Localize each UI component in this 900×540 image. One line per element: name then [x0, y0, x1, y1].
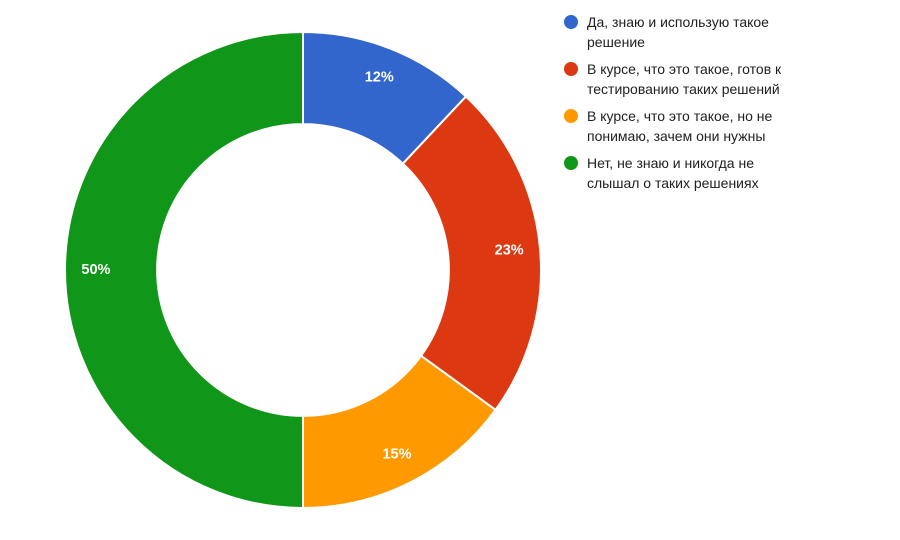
- legend-dot-icon: [564, 62, 578, 76]
- pie-slice-4: [64, 31, 304, 509]
- legend-item-label: Нет, не знаю и никогда не слышал о таких …: [587, 155, 759, 191]
- slice-percent-label-2: 23%: [495, 243, 524, 259]
- chart-legend: Да, знаю и использую такое решение В курсе…: [564, 12, 874, 200]
- legend-item-1: Да, знаю и использую такое решение: [564, 12, 874, 52]
- legend-item-label: Да, знаю и использую такое решение: [587, 14, 769, 50]
- legend-item-3: В курсе, что это такое, но не понимаю, за…: [564, 106, 874, 146]
- slice-percent-label-1: 12%: [365, 69, 394, 85]
- legend-item-2: В курсе, что это такое, готов к тестирова…: [564, 59, 874, 99]
- legend-dot-icon: [564, 109, 578, 123]
- pie-slice-2: [401, 95, 542, 411]
- legend-item-4: Нет, не знаю и никогда не слышал о таких …: [564, 153, 874, 193]
- legend-item-label: В курсе, что это такое, но не понимаю, за…: [587, 108, 773, 144]
- slice-percent-label-3: 15%: [382, 446, 411, 462]
- legend-dot-icon: [564, 15, 578, 29]
- slice-percent-label-4: 50%: [81, 262, 110, 278]
- legend-dot-icon: [564, 156, 578, 170]
- legend-item-label: В курсе, что это такое, готов к тестирова…: [587, 61, 782, 97]
